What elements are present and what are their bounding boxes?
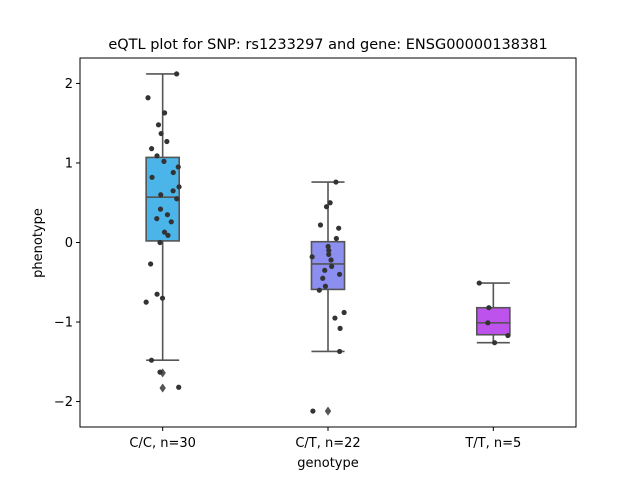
data-point xyxy=(337,348,343,355)
data-point xyxy=(320,275,326,281)
data-point xyxy=(148,261,154,267)
data-point xyxy=(505,332,511,339)
data-point xyxy=(145,95,151,101)
data-point xyxy=(328,257,334,263)
x-axis-label: genotype xyxy=(297,456,358,471)
data-point xyxy=(164,212,171,218)
data-point xyxy=(149,174,155,180)
y-tick-label: −2 xyxy=(54,395,73,410)
data-point xyxy=(157,206,164,212)
x-axis: C/C, n=30 C/T, n=22 T/T, n=5 xyxy=(129,427,521,451)
data-point xyxy=(174,71,180,77)
data-point xyxy=(176,384,182,390)
data-point xyxy=(157,239,163,246)
data-point xyxy=(154,291,160,297)
data-point xyxy=(158,192,164,198)
data-point xyxy=(485,320,491,326)
box-group xyxy=(309,179,347,416)
y-tick-label: 0 xyxy=(65,236,73,251)
data-point xyxy=(333,179,339,185)
data-point xyxy=(159,295,166,301)
x-tick-label: C/T, n=22 xyxy=(295,436,360,451)
box-group xyxy=(475,280,511,346)
data-point xyxy=(329,263,335,269)
data-point xyxy=(337,325,343,331)
data-point xyxy=(161,110,168,116)
plot-area xyxy=(143,71,511,416)
y-tick-label: 2 xyxy=(65,77,73,92)
y-tick-label: 1 xyxy=(65,156,73,171)
y-tick-label: −1 xyxy=(54,316,73,331)
data-point xyxy=(336,271,343,277)
data-point xyxy=(310,408,316,414)
data-point xyxy=(326,247,332,254)
data-point xyxy=(309,254,315,260)
data-point xyxy=(164,138,170,145)
data-point xyxy=(323,204,330,210)
data-point xyxy=(161,158,167,164)
data-point xyxy=(491,340,498,346)
data-point xyxy=(341,309,347,316)
box-group xyxy=(143,71,182,393)
data-point xyxy=(149,146,155,152)
data-point xyxy=(322,267,328,273)
data-point xyxy=(157,369,163,375)
data-point xyxy=(155,122,162,128)
data-point xyxy=(486,305,492,311)
outlier-marker xyxy=(324,406,332,416)
data-point xyxy=(161,229,168,235)
data-point xyxy=(158,130,164,137)
data-point xyxy=(332,315,338,321)
x-tick-label: C/C, n=30 xyxy=(129,436,195,451)
iqr-box xyxy=(475,306,511,336)
data-point xyxy=(333,235,339,242)
data-point xyxy=(336,225,342,231)
data-point xyxy=(316,287,322,293)
data-point xyxy=(170,169,176,176)
data-point xyxy=(148,357,155,363)
data-point xyxy=(143,299,149,305)
data-point xyxy=(154,216,160,222)
data-point xyxy=(326,251,332,258)
data-point xyxy=(170,188,176,194)
data-point xyxy=(175,164,181,170)
x-tick-label: T/T, n=5 xyxy=(464,436,521,451)
data-point xyxy=(176,184,182,190)
data-point xyxy=(476,280,482,286)
data-point xyxy=(174,196,180,202)
y-axis-label: phenotype xyxy=(31,208,46,278)
data-point xyxy=(168,219,174,225)
y-axis: 2 1 0 −1 −2 xyxy=(54,77,80,410)
data-point xyxy=(322,283,329,289)
outlier-marker xyxy=(159,383,166,393)
data-point xyxy=(165,232,171,238)
data-point xyxy=(154,153,160,159)
data-point xyxy=(327,200,333,206)
data-point xyxy=(325,243,331,250)
chart-title: eQTL plot for SNP: rs1233297 and gene: E… xyxy=(108,37,547,53)
data-point xyxy=(317,222,324,228)
